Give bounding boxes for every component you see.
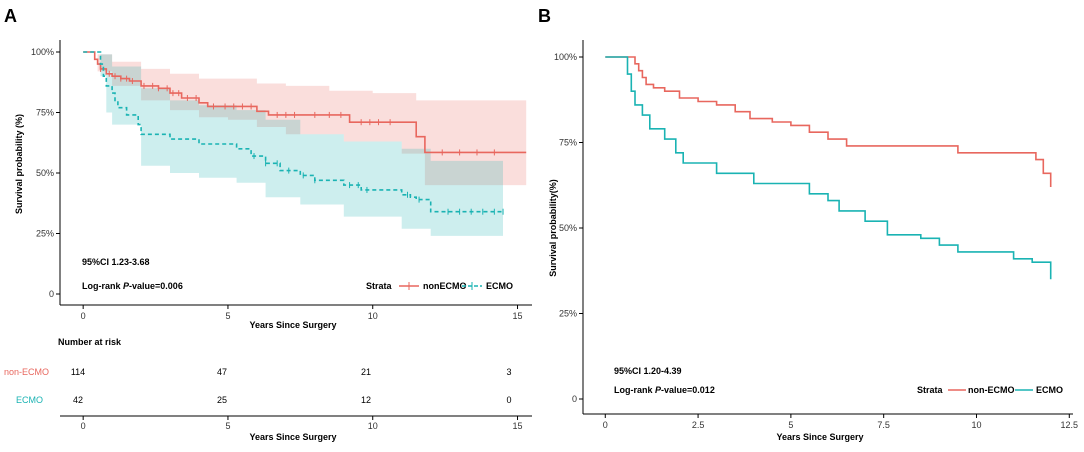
panel-a-y-tick-label: 0 bbox=[49, 289, 54, 299]
panel-b-y-tick-label: 75% bbox=[559, 138, 577, 148]
panel-b-y-tick-label: 100% bbox=[554, 52, 577, 62]
panel-b-ci-text: 95%CI 1.20-4.39 bbox=[614, 366, 682, 376]
risk-table-x-tick-label: 0 bbox=[81, 421, 86, 431]
panel-b-logrank-p: P bbox=[655, 385, 662, 395]
risk-table-row-label-nonecmo: non-ECMO bbox=[4, 367, 49, 377]
panel-a-x-tick-label: 0 bbox=[81, 311, 86, 321]
risk-table-cell: 25 bbox=[217, 395, 227, 405]
panel-b-legend-label-ecmo: ECMO bbox=[1036, 385, 1063, 395]
risk-table-cell: 114 bbox=[71, 367, 85, 377]
panel-b-x-tick-label: 10 bbox=[971, 420, 981, 430]
panel-a-y-tick-label: 50% bbox=[36, 168, 54, 178]
panel-a-ci-band-ecmo bbox=[83, 52, 503, 244]
panel-a-legend-label-nonecmo: nonECMO bbox=[423, 281, 467, 291]
panel-a-legend-item-nonecmo bbox=[399, 282, 419, 290]
panel-a-x-tick-label: 5 bbox=[225, 311, 230, 321]
panel-b-legend: Strata non-ECMO ECMO bbox=[917, 385, 1063, 395]
risk-table-title: Number at risk bbox=[58, 337, 122, 347]
panel-b-km-curve-ecmo bbox=[605, 56, 1052, 280]
panel-b-logrank-prefix: Log-rank bbox=[614, 385, 655, 395]
panel-b-x-tick-label: 0 bbox=[603, 420, 608, 430]
panel-a-legend-label-ecmo: ECMO bbox=[486, 281, 513, 291]
panel-a-legend-item-ecmo bbox=[462, 282, 482, 290]
panel-a-legend-title: Strata bbox=[366, 281, 393, 291]
risk-table-cell: 3 bbox=[506, 367, 511, 377]
panel-a-x-tick-label: 10 bbox=[368, 311, 378, 321]
panel-a-legend: Strata nonECMO ECMO bbox=[366, 281, 513, 291]
panel-a-y-tick-label: 75% bbox=[36, 108, 54, 118]
panel-a-y-axis-label: Survival probability (%) bbox=[14, 114, 24, 214]
panel-b-x-tick-label: 12.5 bbox=[1061, 420, 1079, 430]
risk-table-cell: 0 bbox=[506, 395, 511, 405]
panel-a-risk-table: Number at risk non-ECMO ECMO 114 47 21 3… bbox=[4, 337, 532, 442]
risk-table-cell: 42 bbox=[73, 395, 83, 405]
panel-a-ci-text: 95%CI 1.23-3.68 bbox=[82, 257, 150, 267]
panel-a-logrank-p: P bbox=[123, 281, 130, 291]
risk-table-x-axis-label: Years Since Surgery bbox=[249, 432, 336, 442]
risk-table-cell: 12 bbox=[361, 395, 371, 405]
panel-b-letter: B bbox=[538, 6, 551, 26]
panel-a-x-axis-label: Years Since Surgery bbox=[249, 320, 336, 330]
panel-a-ci-band-nonecmo bbox=[83, 52, 527, 190]
risk-table-x-tick-label: 10 bbox=[368, 421, 378, 431]
panel-a-letter: A bbox=[4, 6, 17, 26]
panel-b-y-axis-label: Survival probability(%) bbox=[548, 179, 558, 277]
panel-a-km-curve-ecmo bbox=[83, 51, 503, 213]
panel-a-x-tick-label: 15 bbox=[513, 311, 523, 321]
panel-a-km-curve-nonecmo bbox=[83, 51, 527, 154]
panel-b-logrank-suffix: -value=0.012 bbox=[661, 385, 715, 395]
panel-b-x-tick-label: 5 bbox=[788, 420, 793, 430]
panel-b-x-tick-label: 7.5 bbox=[877, 420, 890, 430]
risk-table-row-label-ecmo: ECMO bbox=[16, 395, 43, 405]
panel-b-y-tick-label: 50% bbox=[559, 223, 577, 233]
panel-b-y-tick-label: 0 bbox=[572, 394, 577, 404]
panel-a-logrank-text: Log-rank P-value=0.006 bbox=[82, 281, 183, 291]
panel-b-km-curve-non-ecmo bbox=[605, 56, 1052, 187]
panel-b-legend-title: Strata bbox=[917, 385, 944, 395]
panel-b-legend-label-nonecmo: non-ECMO bbox=[968, 385, 1015, 395]
panel-b-logrank-text: Log-rank P-value=0.012 bbox=[614, 385, 715, 395]
panel-a-y-tick-label: 25% bbox=[36, 229, 54, 239]
risk-table-x-tick-label: 15 bbox=[513, 421, 523, 431]
panel-b-x-axis-label: Years Since Surgery bbox=[776, 432, 863, 442]
panel-b-plot: Survival probability(%) Years Since Surg… bbox=[548, 40, 1078, 442]
panel-a-plot: Survival probability (%) Years Since Sur… bbox=[14, 40, 532, 330]
panel-b-x-tick-label: 2.5 bbox=[692, 420, 705, 430]
panel-a-logrank-suffix: -value=0.006 bbox=[129, 281, 183, 291]
panel-a-logrank-prefix: Log-rank bbox=[82, 281, 123, 291]
risk-table-cell: 47 bbox=[217, 367, 227, 377]
risk-table-cell: 21 bbox=[361, 367, 371, 377]
risk-table-x-tick-label: 5 bbox=[225, 421, 230, 431]
panel-b-y-tick-label: 25% bbox=[559, 309, 577, 319]
panel-a-y-tick-label: 100% bbox=[31, 47, 54, 57]
